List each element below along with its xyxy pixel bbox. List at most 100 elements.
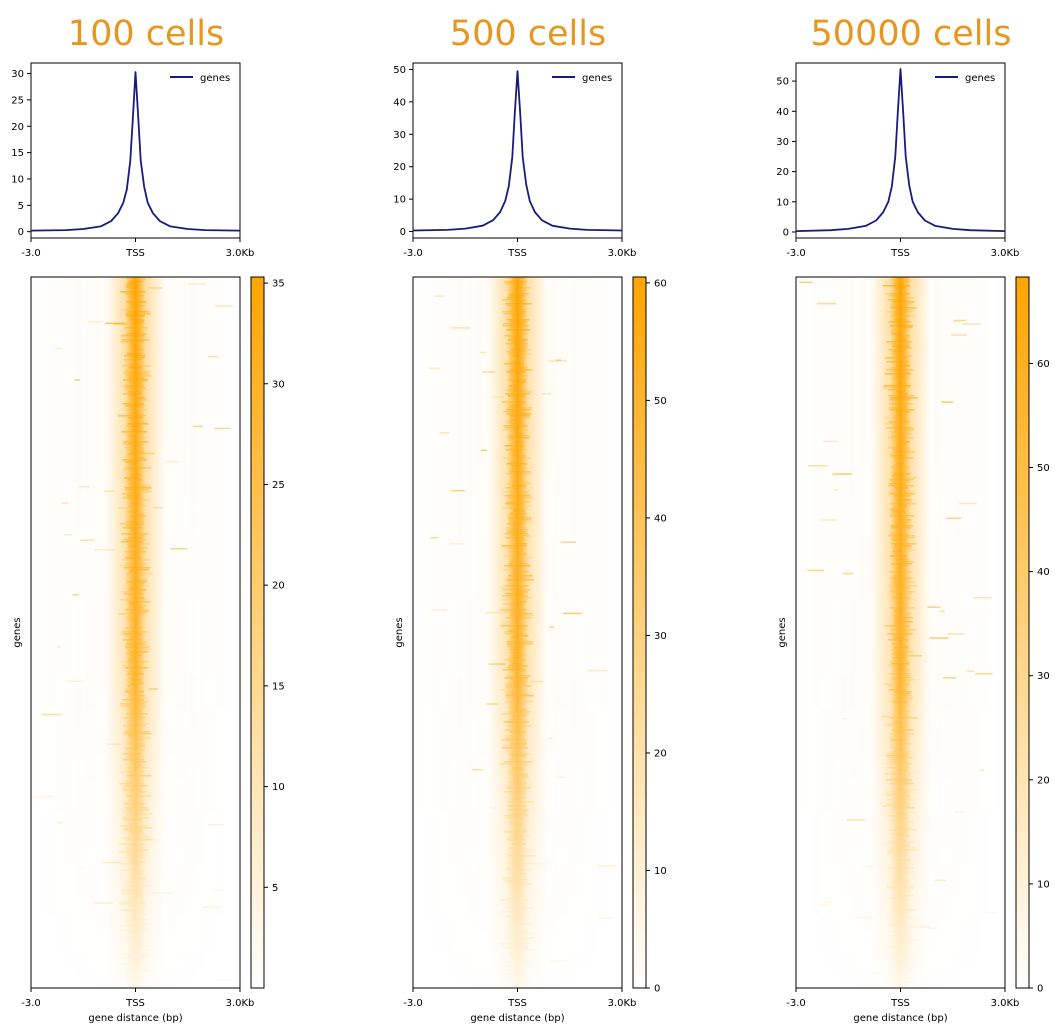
heatmap-row <box>516 871 524 873</box>
heatmap-row <box>887 437 914 439</box>
heatmap-row <box>134 927 144 929</box>
heatmap-row <box>128 499 150 501</box>
heatmap-row <box>890 557 906 559</box>
heatmap-row <box>124 627 143 629</box>
heatmap-speck <box>928 927 937 929</box>
heatmap-row <box>891 905 910 907</box>
heatmap-row <box>123 327 148 329</box>
heatmap-row <box>900 605 908 607</box>
heatmap-row <box>511 279 520 281</box>
heatmap-row <box>891 507 908 509</box>
heatmap-row <box>894 787 902 789</box>
heatmap-row <box>133 681 144 683</box>
heatmap-row <box>898 505 907 507</box>
heatmap-row <box>891 979 902 981</box>
heatmap-row <box>508 519 532 521</box>
heatmap-row <box>501 911 526 913</box>
heatmap-row <box>893 583 905 585</box>
heatmap-row <box>126 653 137 655</box>
heatmap-row <box>889 431 910 433</box>
heatmap-row <box>506 683 527 685</box>
heatmap-row <box>120 291 146 293</box>
heatmap-row <box>886 763 913 765</box>
heatmap-row <box>510 419 519 421</box>
series-line-genes <box>30 71 241 232</box>
heatmap-row <box>133 561 144 563</box>
heatmap-row <box>888 867 914 869</box>
heatmap-row <box>895 949 908 951</box>
heatmap-row <box>131 399 148 401</box>
heatmap-row <box>506 675 531 677</box>
heatmap-row <box>502 745 526 747</box>
heatmap-row <box>124 731 150 733</box>
heatmap-row <box>891 891 911 893</box>
heatmap-row <box>896 769 908 771</box>
heatmap-row <box>512 733 527 735</box>
heatmap-row <box>125 667 148 669</box>
heatmap-speck <box>823 440 838 443</box>
heatmap-row <box>512 859 524 861</box>
heatmap-row <box>505 785 534 787</box>
heatmap-row <box>894 619 903 621</box>
heatmap-row <box>129 587 142 589</box>
heatmap-row <box>122 829 143 831</box>
heatmap-row <box>133 895 144 897</box>
y-tick-label: 30 <box>11 69 24 80</box>
heatmap-row <box>898 337 909 339</box>
heatmap-row <box>884 683 911 685</box>
heatmap-row <box>130 907 137 909</box>
heatmap-row <box>886 799 915 801</box>
heatmap-row <box>888 875 908 877</box>
heatmap-speck <box>597 917 614 919</box>
heatmap-ylabel: genes <box>12 617 23 647</box>
heatmap-row <box>119 937 145 939</box>
heatmap-row <box>892 977 911 979</box>
heatmap-row <box>128 861 147 863</box>
heatmap-row <box>894 749 903 751</box>
heatmap-row <box>120 901 146 903</box>
heatmap-row <box>509 521 528 523</box>
heatmap-row <box>122 527 143 529</box>
heatmap-speck <box>61 502 69 504</box>
heatmap-row <box>510 977 519 979</box>
heatmap-row <box>131 579 148 581</box>
heatmap-row <box>893 807 915 809</box>
heatmap-row <box>130 295 145 297</box>
heatmap-row <box>129 323 143 325</box>
heatmap-row <box>121 431 148 433</box>
heatmap-row <box>887 395 914 397</box>
heatmap-row <box>124 389 150 391</box>
heatmap-row <box>899 645 909 647</box>
heatmap-row <box>132 445 141 447</box>
heatmap-row <box>504 585 529 587</box>
heatmap-row <box>124 769 142 771</box>
heatmap-row <box>124 827 152 829</box>
heatmap-row <box>886 755 908 757</box>
heatmap-speck <box>430 536 439 539</box>
heatmap-row <box>128 693 137 695</box>
heatmap-row <box>888 903 913 905</box>
heatmap-row <box>511 767 524 769</box>
heatmap-row <box>125 969 149 971</box>
heatmap-speck <box>87 321 102 323</box>
heatmap-row <box>891 699 913 701</box>
heatmap-row <box>894 691 912 693</box>
heatmap-row <box>131 707 145 709</box>
colorbar-tick-label: 5 <box>272 883 278 894</box>
heatmap-row <box>890 849 917 851</box>
heatmap-row <box>511 485 527 487</box>
heatmap-row <box>884 357 909 359</box>
heatmap-row <box>130 351 138 353</box>
heatmap-row <box>887 925 914 927</box>
heatmap-row <box>891 377 909 379</box>
heatmap-speck <box>79 867 85 869</box>
heatmap-row <box>891 475 904 477</box>
heatmap-row <box>889 947 904 949</box>
heatmap-row <box>505 403 529 405</box>
heatmap-speck <box>187 283 207 285</box>
heatmap-row <box>889 325 914 327</box>
heatmap-row <box>502 507 528 509</box>
profile-frame <box>30 62 241 239</box>
heatmap-row <box>508 293 530 295</box>
heatmap-speck <box>946 517 962 520</box>
